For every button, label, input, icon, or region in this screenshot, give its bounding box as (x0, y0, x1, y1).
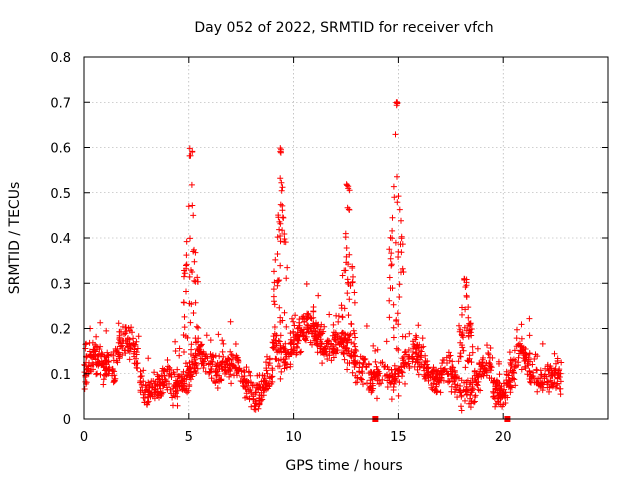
x-tick-label: 20 (495, 430, 512, 445)
y-tick-label: 0.4 (50, 232, 71, 247)
x-tick-label: 5 (185, 430, 193, 445)
axis-ticks (83, 56, 608, 420)
y-tick-label: 0.5 (50, 187, 71, 202)
y-tick-label: 0.3 (50, 277, 71, 292)
y-tick-label: 0.6 (50, 142, 71, 157)
x-tick-label: 15 (390, 430, 407, 445)
x-tick-label: 10 (285, 430, 302, 445)
y-tick-labels: 0 0.1 0.2 0.3 0.4 0.5 0.6 0.7 0.8 (50, 51, 71, 428)
x-tick-labels: 0 5 10 15 20 (80, 430, 512, 445)
data-points (81, 99, 565, 414)
y-tick-label: 0.1 (50, 368, 71, 383)
grid-lines (84, 57, 608, 419)
x-axis-label: GPS time / hours (285, 458, 402, 474)
y-tick-label: 0.2 (50, 323, 71, 338)
chart-title: Day 052 of 2022, SRMTID for receiver vfc… (194, 20, 493, 36)
y-tick-label: 0 (63, 413, 71, 428)
y-tick-label: 0.8 (50, 51, 71, 66)
x-tick-label: 0 (80, 430, 88, 445)
y-tick-label: 0.7 (50, 96, 71, 111)
scatter-plus-markers (81, 99, 565, 414)
y-axis-label: SRMTID / TECUs (7, 182, 23, 295)
